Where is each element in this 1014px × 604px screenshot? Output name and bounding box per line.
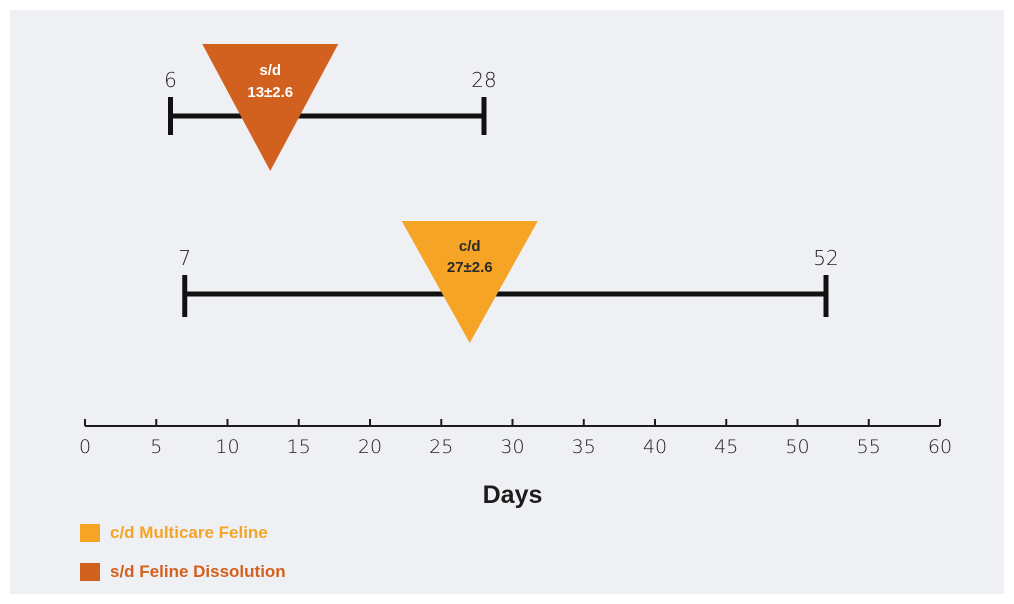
- range-max-label-sd: 28: [471, 68, 496, 92]
- range-min-label-cd: 7: [178, 246, 191, 270]
- x-axis: 0 5 10 15 20 25 30 35 40 45 50 55 60: [79, 419, 952, 458]
- mean-marker-name-sd: s/d: [259, 62, 281, 79]
- mean-marker-name-cd: c/d: [459, 238, 481, 255]
- x-tick-label: 40: [643, 436, 667, 458]
- legend-item-sd: s/d Feline Dissolution: [80, 562, 286, 582]
- legend-swatch-sd: [80, 563, 100, 581]
- range-min-label-sd: 6: [164, 68, 177, 92]
- legend-label-cd: c/d Multicare Feline: [110, 523, 268, 542]
- chart-panel: 0 5 10 15 20 25 30 35 40 45 50 55 60 6 28 s/d 13±2.6 7 52…: [10, 10, 1004, 594]
- x-tick-label: 60: [928, 436, 952, 458]
- x-tick-label: 20: [358, 436, 382, 458]
- x-tick-label: 0: [79, 436, 91, 458]
- x-tick-label: 50: [785, 436, 809, 458]
- x-tick-label: 5: [150, 436, 162, 458]
- mean-marker-value-sd: 13±2.6: [247, 84, 293, 101]
- mean-marker-sd: [202, 44, 339, 171]
- range-max-label-cd: 52: [813, 246, 838, 270]
- x-tick-label: 25: [429, 436, 453, 458]
- legend-swatch-cd: [80, 524, 100, 542]
- chart-svg: 0 5 10 15 20 25 30 35 40 45 50 55 60 6 28 s/d 13±2.6 7 52…: [79, 44, 952, 509]
- legend-item-cd: c/d Multicare Feline: [80, 523, 268, 543]
- range-series-cd: 7 52 c/d 27±2.6: [178, 221, 839, 343]
- x-tick-label: 45: [714, 436, 738, 458]
- x-tick-label: 15: [287, 436, 311, 458]
- range-series-sd: 6 28 s/d 13±2.6: [164, 44, 497, 171]
- x-axis-title: Days: [483, 481, 543, 509]
- x-tick-label: 55: [857, 436, 881, 458]
- range-bars: 6 28 s/d 13±2.6 7 52 c/d 27±2.6: [164, 44, 839, 343]
- x-tick-label: 30: [500, 436, 524, 458]
- x-tick-label: 10: [215, 436, 239, 458]
- mean-marker-cd: [401, 221, 538, 343]
- mean-marker-value-cd: 27±2.6: [447, 259, 493, 276]
- x-tick-label: 35: [572, 436, 596, 458]
- legend-label-sd: s/d Feline Dissolution: [110, 562, 286, 581]
